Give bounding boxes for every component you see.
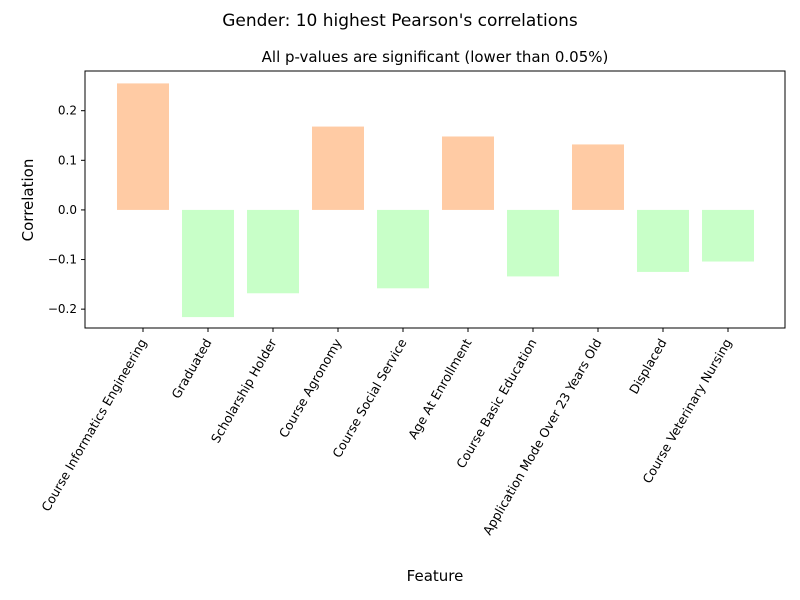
chart-title: All p-values are significant (lower than…: [262, 48, 609, 66]
x-tick-label-3: Course Agronomy: [276, 335, 345, 440]
x-tick-label-8: Displaced: [626, 336, 670, 396]
bar-2: [247, 209, 299, 294]
bar-4: [377, 209, 429, 289]
y-axis-label: Correlation: [19, 159, 37, 242]
plot-frame: [84, 70, 786, 329]
x-tick-label-1: Graduated: [168, 336, 214, 401]
y-tick-label-0: −0.2: [48, 302, 77, 316]
y-tick-label-2: 0.0: [58, 203, 77, 217]
bar-5: [442, 136, 494, 210]
y-tick-label-4: 0.2: [58, 104, 77, 118]
bar-9: [702, 209, 754, 262]
y-axis-ticks: −0.2 −0.1 0.0 0.1 0.2: [48, 104, 85, 316]
x-tick-label-0: Course Informatics Engineering: [38, 336, 149, 514]
bar-1: [182, 209, 234, 318]
y-tick-label-1: −0.1: [48, 253, 77, 267]
x-axis-ticks: Course Informatics Engineering GraduatedS…: [38, 328, 735, 537]
bar-6: [507, 209, 559, 277]
x-tick-label-2: Scholarship Holder: [208, 335, 280, 445]
bars-group: [117, 83, 754, 318]
x-tick-label-7: Application Mode Over 23 Years Old: [480, 336, 605, 537]
chart-suptitle: Gender: 10 highest Pearson's correlation…: [222, 11, 578, 31]
x-tick-label-5: Age At Enrollment: [405, 336, 475, 442]
bar-8: [637, 209, 689, 272]
x-axis-label: Feature: [407, 567, 464, 585]
bar-3: [312, 126, 364, 210]
x-tick-label-4: Course Social Service: [329, 336, 410, 461]
y-tick-label-3: 0.1: [58, 153, 77, 167]
bar-7: [572, 144, 624, 210]
bar-0: [117, 83, 169, 210]
